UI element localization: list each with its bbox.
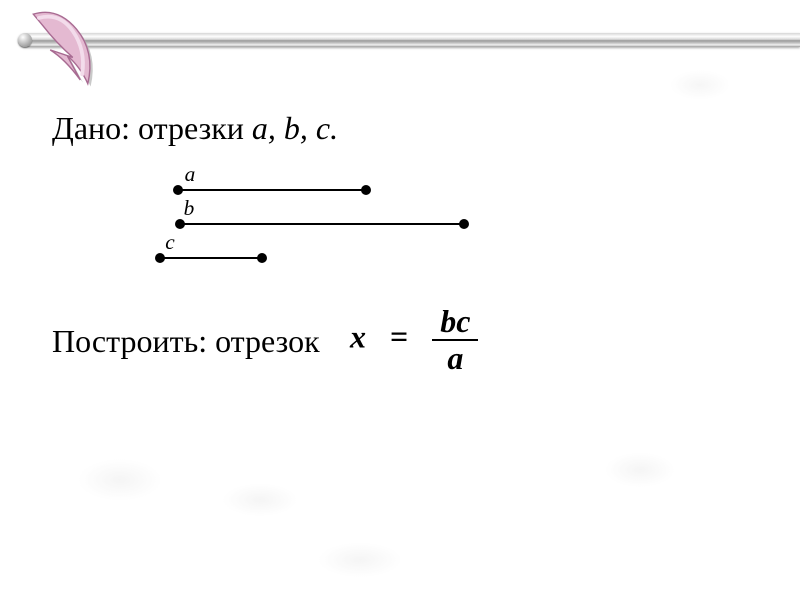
text-given: Дано: отрезки a, b, c. [52,110,338,147]
segment-a-line [178,189,366,191]
segment-c-dot-right [257,253,267,263]
ornament-boomerang [22,0,116,96]
text-given-vars: a, b, c. [252,110,338,146]
decor-bar [18,33,800,47]
segment-b-label: b [184,196,195,221]
formula: x = bc a [350,304,478,376]
text-given-prefix: Дано: отрезки [52,110,252,146]
segment-a-label: a [185,162,196,187]
segment-c-dot-left [155,253,165,263]
text-build: Построить: отрезок [52,323,320,360]
formula-lhs: x [350,319,366,355]
formula-fraction: bc a [432,304,478,376]
segment-b-line [180,223,464,225]
segment-c-line [160,257,262,259]
decor-bar-cap [18,33,32,47]
segment-c-label: c [165,230,174,255]
segment-diagram: a b c [158,167,488,277]
formula-eq: = [390,319,408,355]
formula-num: bc [432,304,478,341]
segment-b-dot-right [459,219,469,229]
segment-a-dot-left [173,185,183,195]
segment-a-dot-right [361,185,371,195]
segment-b-dot-left [175,219,185,229]
formula-den: a [432,341,478,376]
